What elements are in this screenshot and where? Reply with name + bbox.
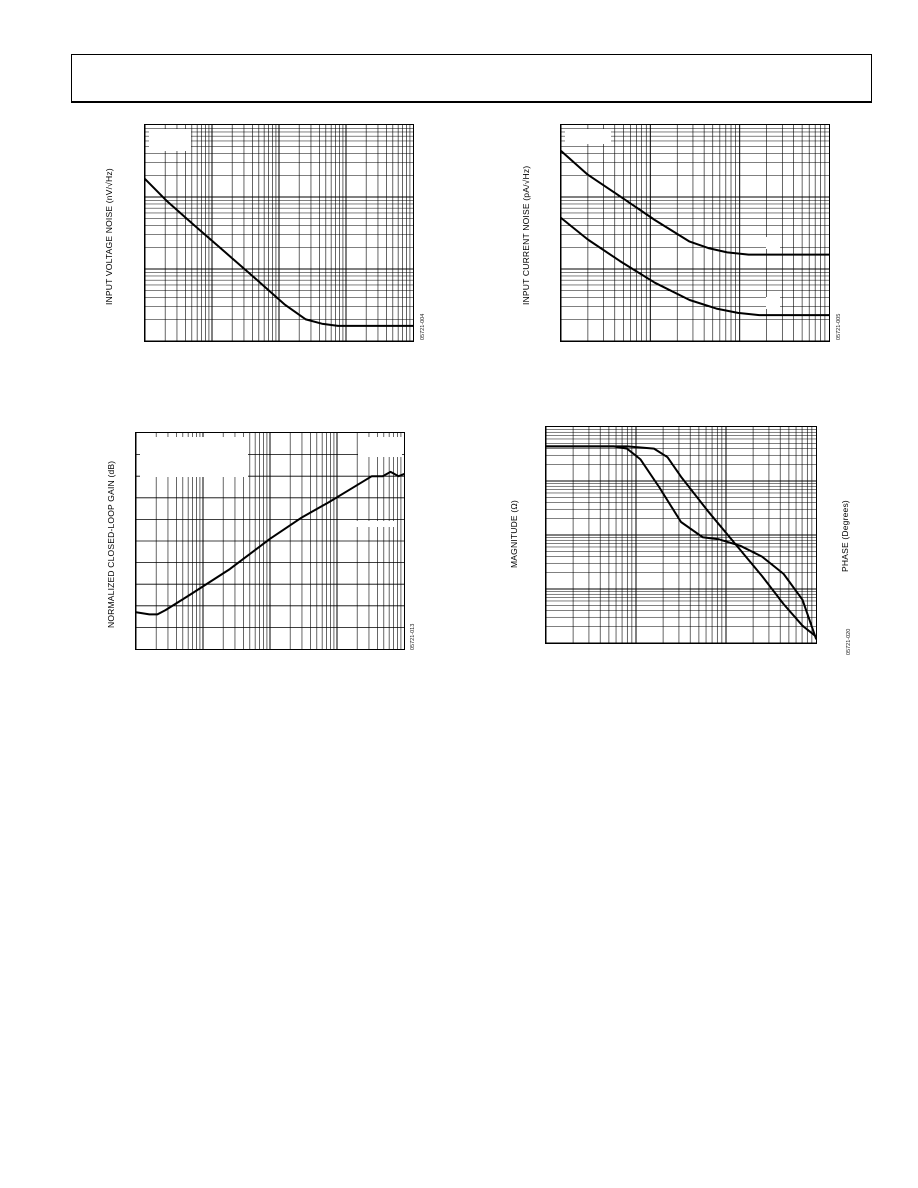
fig3-figure-code: 05721-013 (410, 623, 416, 650)
grid (561, 125, 829, 341)
fig4-plot-area (545, 426, 817, 644)
series-line-1 (561, 149, 829, 256)
fig4-ylabel-left: MAGNITUDE (Ω) (509, 500, 519, 568)
grid (145, 125, 413, 341)
grid (546, 427, 816, 643)
series-line-2 (561, 216, 829, 317)
chart-svg (136, 433, 404, 649)
series-line-1 (145, 178, 413, 327)
legend-box (358, 437, 402, 457)
legend-box (565, 129, 611, 144)
fig4-figure-code: 05721-020 (846, 628, 852, 655)
fig2-ylabel: INPUT CURRENT NOISE (pA/√Hz) (521, 165, 531, 305)
legend-box (766, 237, 780, 249)
fig1-plot-area (144, 124, 414, 342)
legend-box (766, 297, 780, 309)
fig2-plot-area (560, 124, 830, 342)
fig4-ylabel-right: PHASE (Degrees) (840, 500, 850, 572)
fig1-figure-code: 05721-004 (420, 313, 426, 340)
series-line-1 (546, 445, 816, 640)
chart-svg (546, 427, 816, 643)
series-line-1 (136, 470, 404, 616)
chart-svg (561, 125, 829, 341)
fig1-ylabel: INPUT VOLTAGE NOISE (nV/√Hz) (104, 168, 114, 305)
chart-svg (145, 125, 413, 341)
fig3-plot-area (135, 432, 405, 650)
page-header-box (71, 54, 872, 103)
series-line-2 (546, 445, 816, 638)
fig3-ylabel: NORMALIZED CLOSED-LOOP GAIN (dB) (106, 460, 116, 628)
legend-box (149, 129, 191, 151)
fig2-figure-code: 05721-005 (836, 313, 842, 340)
legend-box (350, 521, 394, 527)
legend-box (140, 437, 248, 477)
